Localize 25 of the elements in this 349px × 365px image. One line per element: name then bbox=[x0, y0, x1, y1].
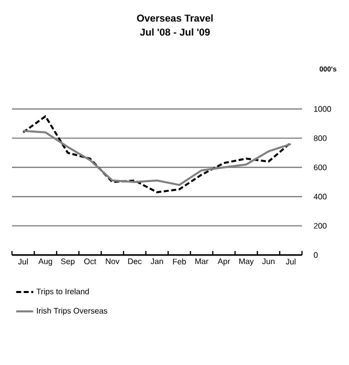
x-tick-label: Jan bbox=[150, 258, 163, 264]
x-tick-label: Mar bbox=[195, 258, 208, 264]
x-tick-label: Oct bbox=[84, 258, 96, 264]
x-tick-label: Jul bbox=[286, 258, 296, 264]
line-series bbox=[22, 115, 292, 194]
x-tick-label: Apr bbox=[218, 258, 230, 266]
x-tick-label: Jun bbox=[262, 258, 274, 264]
y-tick-label: 600 bbox=[314, 164, 327, 170]
chart-subtitle: Jul '08 - Jul '09 bbox=[140, 28, 210, 36]
x-tick-label: Aug bbox=[38, 258, 52, 266]
y-tick-label: 800 bbox=[314, 135, 327, 142]
x-tick-label: Feb bbox=[173, 258, 186, 264]
x-tick-label: May bbox=[239, 258, 254, 266]
x-tick-label: Nov bbox=[106, 258, 120, 264]
x-tick-label: Dec bbox=[128, 258, 142, 264]
y-tick-label: 0 bbox=[314, 252, 318, 258]
y-tick-label: 400 bbox=[314, 194, 327, 200]
x-tick-label: Jul bbox=[18, 258, 28, 264]
chart-title: Overseas Travel bbox=[137, 14, 213, 22]
legend-label: Irish Trips Overseas bbox=[37, 308, 108, 316]
line-series bbox=[22, 130, 292, 186]
y-tick-label: 200 bbox=[314, 222, 327, 229]
x-tick-label: Sep bbox=[61, 258, 75, 266]
legend-label: Trips to Ireland bbox=[36, 288, 89, 296]
y-tick-label: 1000 bbox=[314, 106, 332, 112]
